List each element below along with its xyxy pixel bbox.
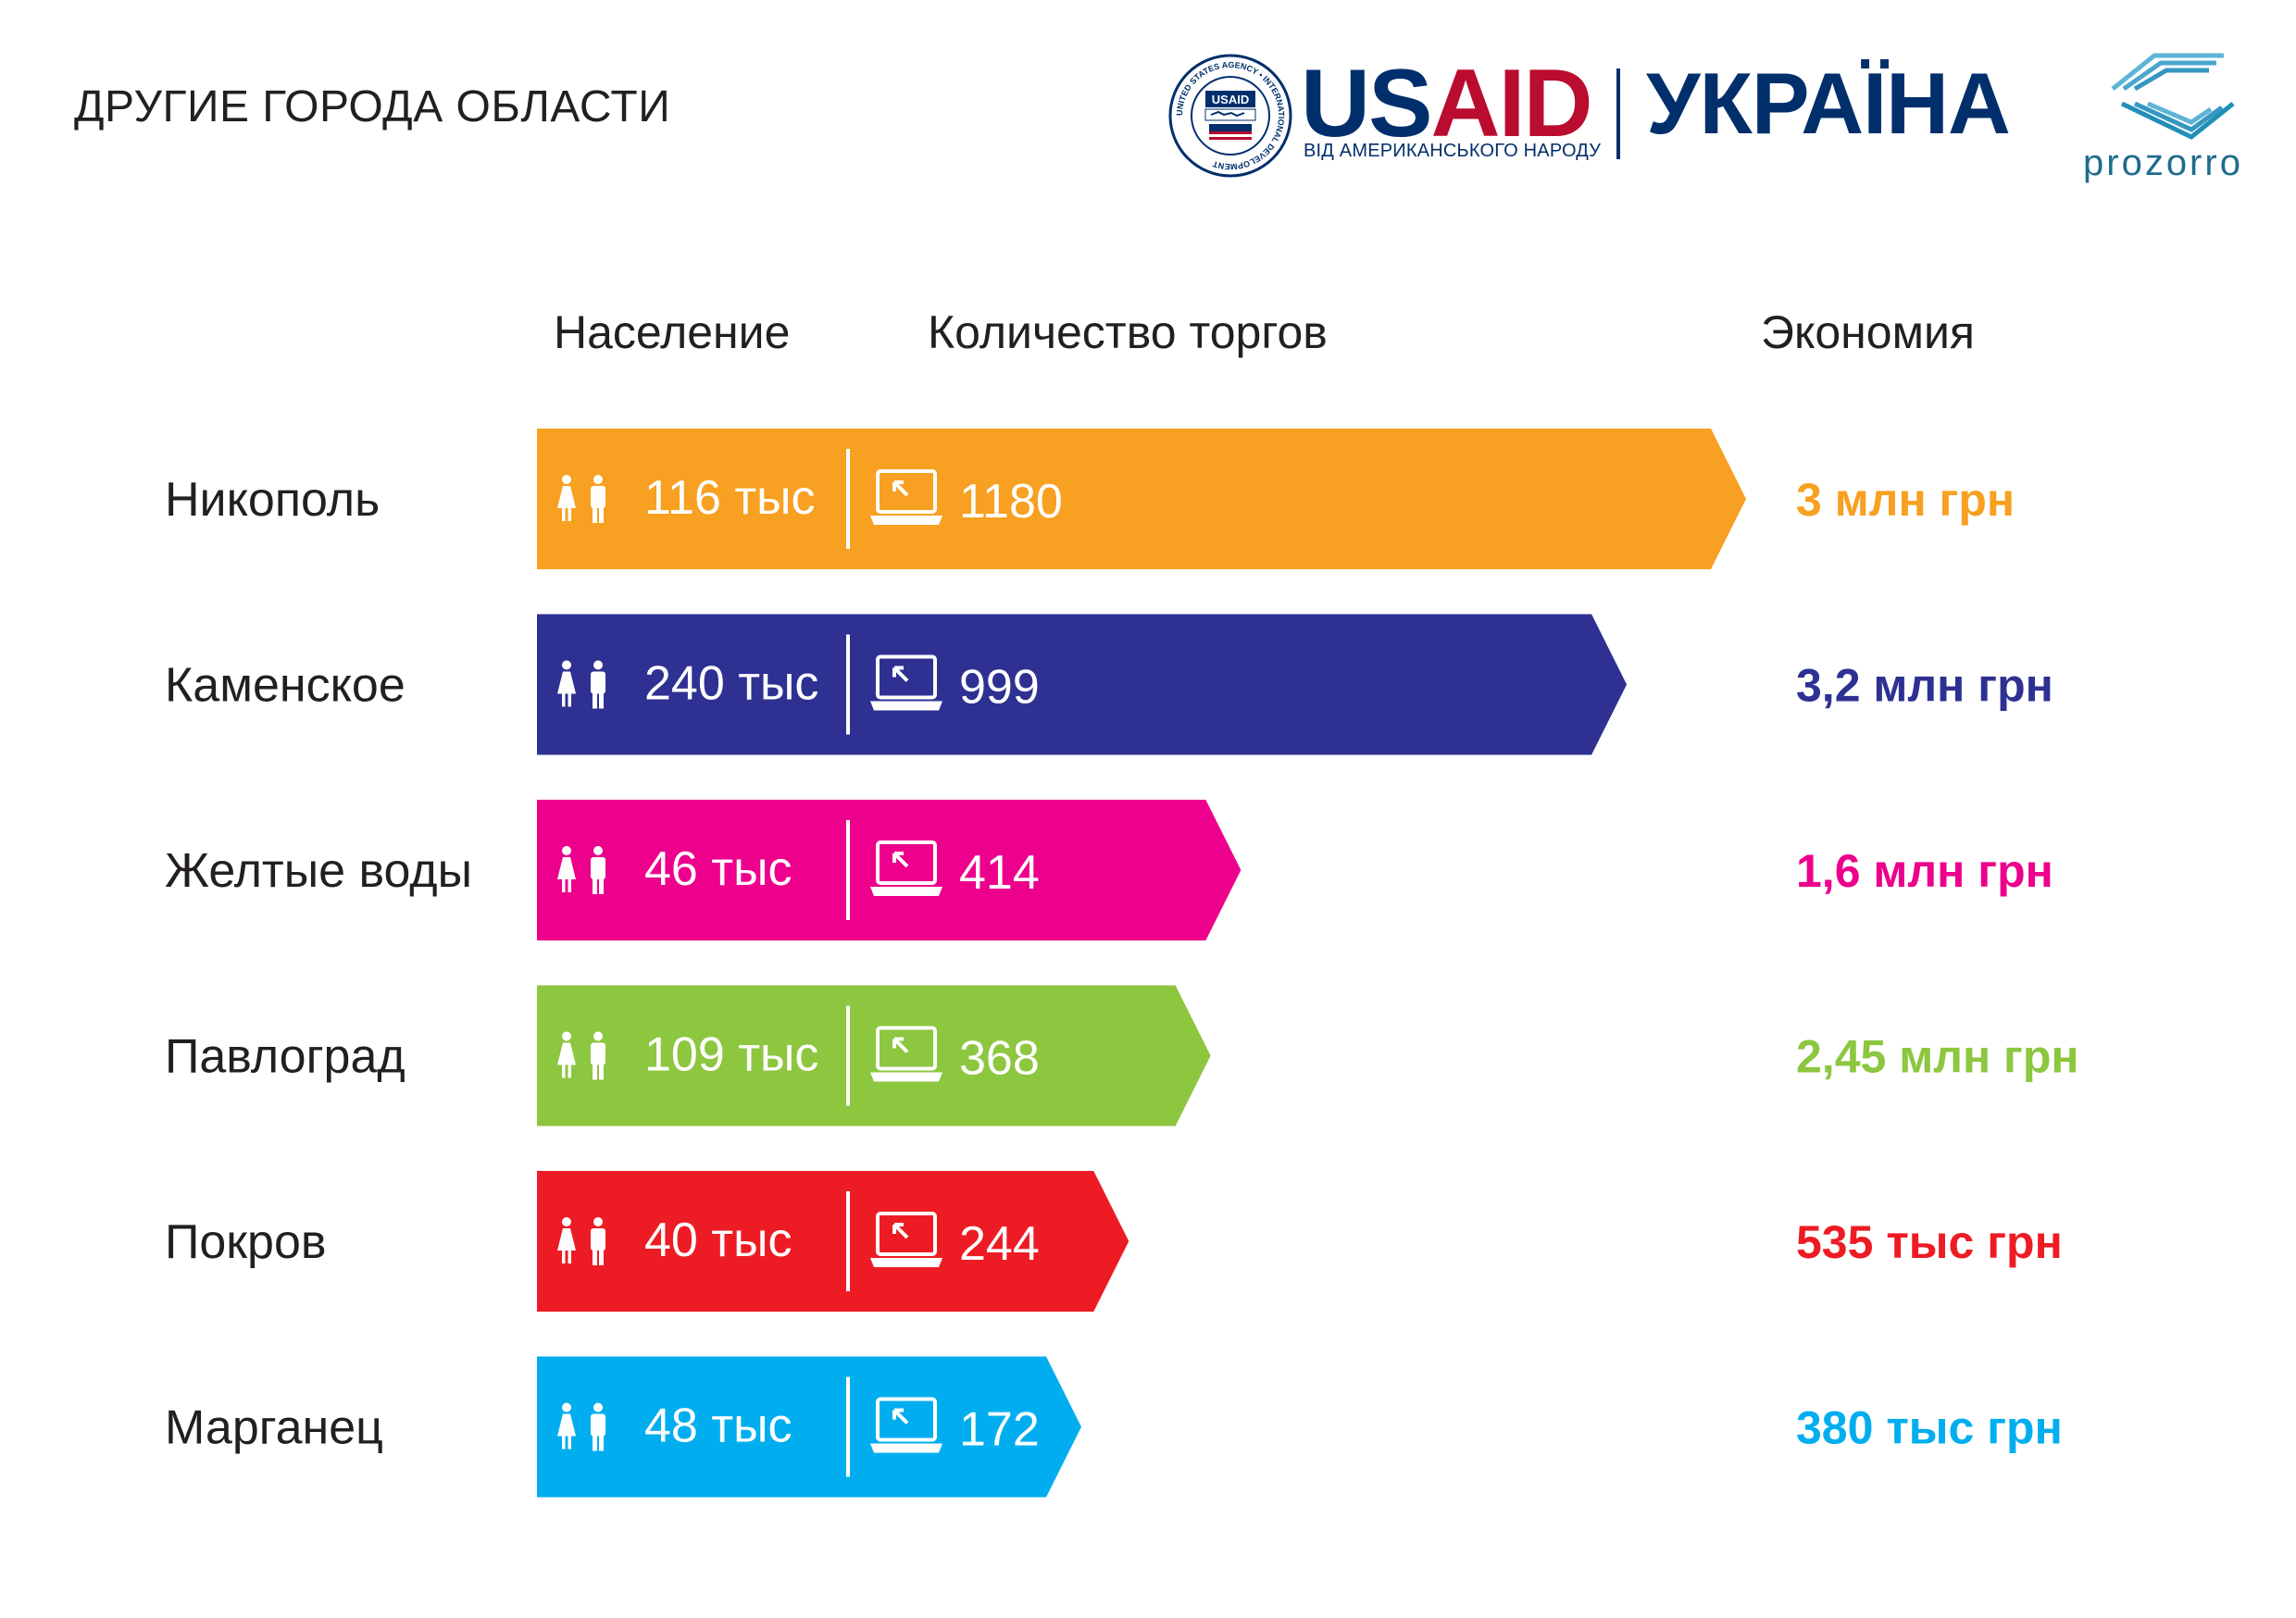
bar-separator: [846, 634, 850, 735]
city-label: Павлоград: [165, 1030, 406, 1084]
savings-label: 1,6 млн грн: [1796, 845, 2053, 897]
ukraina-wordmark: УКРАЇНА: [1646, 55, 2011, 152]
population-label: 48 тыс: [644, 1400, 792, 1453]
city-label: Желтые воды: [165, 844, 472, 898]
bar-row: Никополь 116 тыс 1180 3 млн грн: [165, 429, 2015, 569]
bar: [537, 1356, 1081, 1498]
savings-label: 380 тыс грн: [1796, 1402, 2063, 1454]
header-logos: UNITED STATES AGENCY • INTERNATIONAL DEV…: [0, 0, 2296, 204]
bar-row: Павлоград 109 тыс 368 2,45 млн грн: [165, 985, 2079, 1126]
savings-label: 3,2 млн грн: [1796, 660, 2053, 712]
tenders-value-label: 368: [959, 1032, 1040, 1086]
bar-row: Покров 40 тыс 244 535 тыс грн: [165, 1171, 2063, 1312]
usaid-wordmark: USAID: [1301, 50, 1593, 157]
city-label: Каменское: [165, 659, 406, 713]
savings-label: 535 тыс грн: [1796, 1216, 2063, 1268]
savings-label: 2,45 млн грн: [1796, 1031, 2079, 1083]
bar: [537, 800, 1242, 940]
bar-separator: [846, 449, 850, 549]
tenders-value-label: 1180: [959, 475, 1063, 529]
tenders-value-label: 999: [959, 661, 1040, 715]
tenders-value-label: 172: [959, 1403, 1040, 1457]
population-label: 46 тыс: [644, 842, 792, 896]
city-label: Покров: [165, 1215, 327, 1269]
bar: [537, 429, 1746, 569]
population-label: 109 тыс: [644, 1028, 818, 1082]
city-label: Никополь: [165, 473, 380, 527]
column-header-population: Население: [554, 306, 791, 358]
usaid-seal-icon: UNITED STATES AGENCY • INTERNATIONAL DEV…: [1168, 54, 1292, 178]
bar: [537, 614, 1628, 755]
usaid-tagline: ВІД АМЕРИКАНСЬКОГО НАРОДУ: [1304, 141, 1602, 161]
prozorro-wordmark: prozorro: [2083, 143, 2243, 183]
prozorro-logo-icon: [2111, 53, 2235, 140]
column-header-savings: Экономия: [1761, 306, 1975, 358]
page-title: ДРУГИЕ ГОРОДА ОБЛАСТИ: [74, 82, 671, 131]
population-label: 116 тыс: [644, 471, 816, 525]
city-label: Марганец: [165, 1401, 383, 1455]
population-label: 240 тыс: [644, 657, 818, 711]
bar-row: Марганец 48 тыс 172 380 тыс грн: [165, 1356, 2063, 1498]
bar-row: Каменское 240 тыс 999 3,2 млн грн: [165, 614, 2053, 755]
bar: [537, 985, 1211, 1126]
bar-separator: [846, 1191, 850, 1291]
population-label: 40 тыс: [644, 1214, 792, 1267]
column-header-tenders: Количество торгов: [928, 306, 1328, 358]
tenders-value-label: 414: [959, 846, 1040, 900]
tenders-value-label: 244: [959, 1217, 1040, 1271]
bar-separator: [846, 1376, 850, 1477]
savings-label: 3 млн грн: [1796, 474, 2015, 526]
svg-text:USAID: USAID: [1212, 93, 1249, 106]
bar-separator: [846, 820, 850, 920]
logo-divider: [1616, 68, 1620, 159]
bar-row: Желтые воды 46 тыс 414 1,6 млн грн: [165, 800, 2053, 940]
bar-separator: [846, 1005, 850, 1106]
bar: [537, 1171, 1129, 1312]
